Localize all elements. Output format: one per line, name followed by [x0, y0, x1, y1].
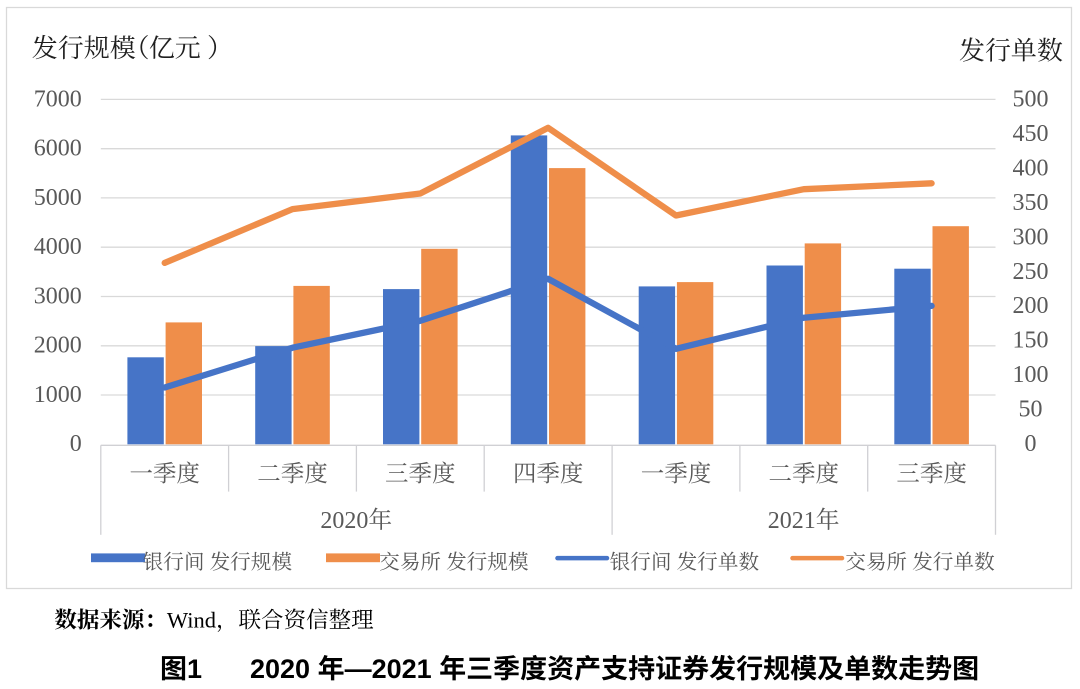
- svg-text:200: 200: [1013, 293, 1049, 319]
- svg-text:2000: 2000: [34, 333, 82, 359]
- svg-text:50: 50: [1019, 397, 1043, 423]
- svg-text:5000: 5000: [34, 185, 82, 211]
- svg-text:四季度: 四季度: [513, 461, 584, 487]
- svg-text:一季度: 一季度: [641, 461, 712, 487]
- svg-text:250: 250: [1013, 259, 1049, 285]
- svg-text:350: 350: [1013, 190, 1049, 216]
- svg-text:150: 150: [1013, 328, 1049, 354]
- svg-text:0: 0: [1025, 431, 1037, 457]
- svg-text:1000: 1000: [34, 382, 82, 408]
- svg-text:银行间 发行规模: 银行间 发行规模: [143, 551, 293, 574]
- svg-text:三季度: 三季度: [896, 461, 967, 487]
- svg-text:500: 500: [1013, 86, 1049, 112]
- svg-text:发行单数: 发行单数: [959, 37, 1063, 66]
- svg-text:一季度: 一季度: [129, 461, 200, 487]
- svg-text:二季度: 二季度: [257, 461, 328, 487]
- svg-text:300: 300: [1013, 224, 1049, 250]
- svg-text:三季度: 三季度: [385, 461, 456, 487]
- svg-text:二季度: 二季度: [769, 461, 840, 487]
- svg-text:3000: 3000: [34, 283, 82, 309]
- svg-text:2020年: 2020年: [320, 507, 392, 534]
- svg-text:6000: 6000: [34, 136, 82, 162]
- svg-text:7000: 7000: [34, 86, 82, 112]
- svg-text:450: 450: [1013, 121, 1049, 147]
- svg-text:4000: 4000: [34, 234, 82, 260]
- svg-text:交易所 发行规模: 交易所 发行规模: [379, 551, 529, 574]
- svg-text:数据来源：Wind，联合资信整理: 数据来源：Wind，联合资信整理: [54, 608, 374, 633]
- svg-text:400: 400: [1013, 155, 1049, 181]
- svg-text:发行规模（亿元）: 发行规模（亿元）: [32, 34, 233, 63]
- svg-text:0: 0: [70, 431, 82, 457]
- svg-text:交易所 发行单数: 交易所 发行单数: [845, 551, 994, 574]
- svg-text:银行间 发行单数: 银行间 发行单数: [610, 551, 759, 574]
- svg-text:100: 100: [1013, 362, 1049, 388]
- svg-text:2020 年—2021 年三季度资产支持证券发行规模及单数走: 2020 年—2021 年三季度资产支持证券发行规模及单数走势图: [250, 654, 979, 684]
- svg-text:2021年: 2021年: [768, 507, 840, 534]
- svg-text:图1: 图1: [160, 654, 202, 684]
